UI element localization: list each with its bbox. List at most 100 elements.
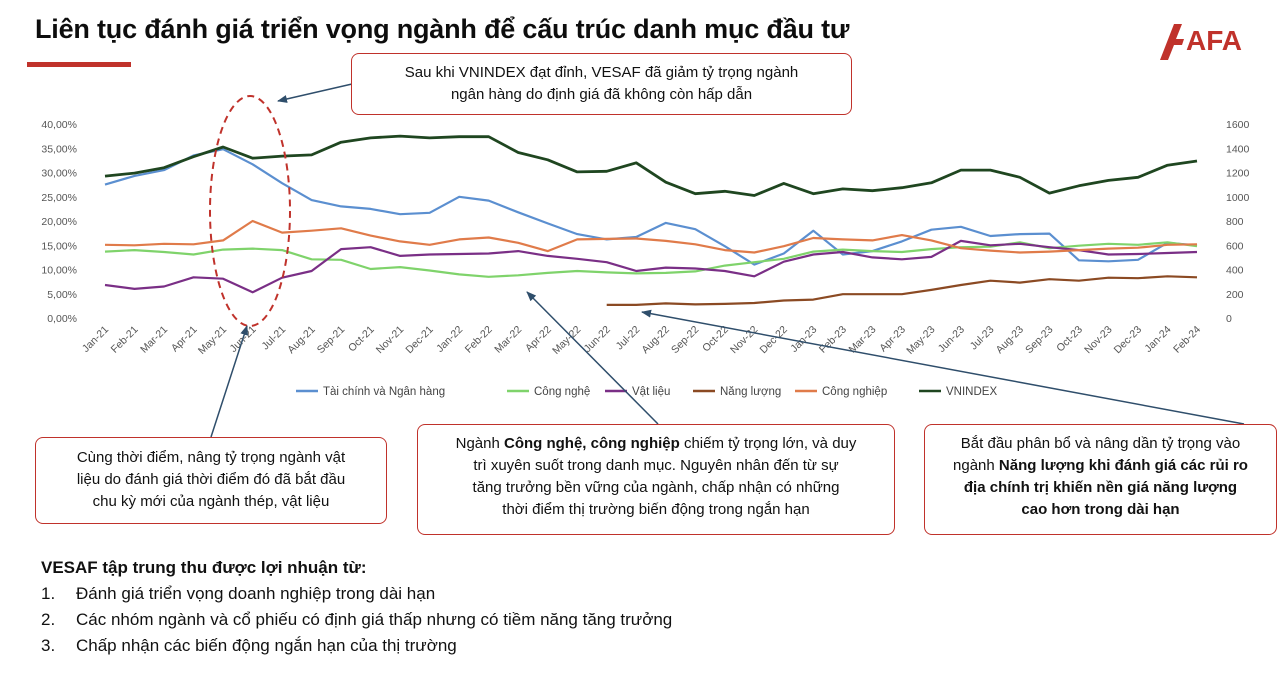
series-line [606, 275, 1198, 306]
y-left-tick-label: 25,00% [41, 192, 77, 204]
legend-label: Vật liệu [632, 386, 670, 398]
y-left-tick-label: 0,00% [47, 313, 77, 325]
arrow-left-callout [210, 325, 249, 438]
callout-line: Cùng thời điểm, nâng tỷ trọng ngành vật [76, 449, 346, 466]
callout-text: Ngành [455, 435, 504, 452]
callout-line: chu kỳ mới của ngành thép, vật liệu [92, 493, 330, 510]
legend-label: VNINDEX [946, 386, 997, 398]
x-tick-label: Apr-23 [877, 324, 908, 355]
callout-text: ngành [953, 457, 999, 474]
x-tick-label: Sep-22 [669, 324, 702, 357]
y-right-tick-label: 400 [1226, 265, 1244, 277]
callout-line: liệu do đánh giá thời điểm đó đã bắt đầu [76, 471, 346, 488]
x-tick-label: Jul-21 [259, 324, 288, 353]
callout-line: ngân hàng do định giá đã không còn hấp d… [450, 86, 753, 103]
legend-label: Công nghệ [534, 386, 590, 398]
callout-text: chiếm tỷ trọng lớn, và duy [679, 435, 857, 452]
y-right-tick-label: 600 [1226, 240, 1244, 252]
callout-line: cao hơn trong dài hạn [925, 499, 1276, 521]
x-tick-label: Feb-24 [1171, 324, 1203, 356]
x-tick-label: May-21 [196, 324, 229, 357]
x-tick-label: Dec-23 [1112, 324, 1145, 357]
y-left-tick-label: 15,00% [41, 240, 77, 252]
x-tick-label: Dec-21 [403, 324, 436, 357]
callout-tech-industrial: Ngành Công nghệ, công nghiệp chiếm tỷ tr… [417, 424, 895, 535]
callout-line: Bắt đầu phân bổ và nâng dần tỷ trọng vào [960, 435, 1241, 452]
summary-item: 3. Chấp nhận các biến động ngắn hạn của t… [41, 633, 672, 659]
x-tick-label: Jan-22 [434, 324, 465, 355]
x-tick-label: Jan-23 [788, 324, 819, 355]
x-tick-label: Jan-21 [80, 324, 111, 355]
callout-materials: Cùng thời điểm, nâng tỷ trọng ngành vật … [35, 437, 387, 524]
summary-item: 1. Đánh giá triển vọng doanh nghiệp trong… [41, 581, 672, 607]
x-tick-label: Apr-21 [169, 324, 200, 355]
y-right-tick-label: 1200 [1226, 168, 1250, 180]
summary-item-number: 1. [41, 584, 56, 603]
y-left-tick-label: 40,00% [41, 119, 77, 131]
arrow-mid-callout [526, 291, 659, 425]
summary: VESAF tập trung thu được lợi nhuận từ: 1… [41, 558, 672, 659]
y-left-tick-label: 30,00% [41, 168, 77, 180]
x-tick-label: Jul-23 [968, 324, 997, 353]
summary-item-number: 2. [41, 610, 56, 629]
x-tick-label: Apr-22 [523, 324, 554, 355]
logo-text: AFA [1186, 25, 1242, 56]
x-tick-label: Nov-21 [374, 324, 407, 357]
x-tick-label: Mar-22 [492, 324, 524, 356]
series-line [104, 134, 1198, 197]
x-tick-label: May-22 [550, 324, 583, 357]
y-right-tick-label: 1000 [1226, 192, 1250, 204]
y-right-tick-label: 200 [1226, 289, 1244, 301]
callout-line: tăng trưởng bền vững của ngành, chấp nhậ… [472, 479, 840, 496]
callout-line: Sau khi VNINDEX đạt đỉnh, VESAF đã giảm … [404, 64, 799, 81]
series-line [104, 239, 1198, 294]
legend-label: Năng lượng [720, 386, 781, 398]
x-tick-label: Feb-21 [109, 324, 141, 356]
summary-item-text: Chấp nhận các biến động ngắn hạn của thị… [76, 636, 457, 655]
callout-bold-text: cao hơn trong dài hạn [1021, 501, 1180, 518]
arrow-right-callout [641, 309, 1245, 425]
callout-line: trì xuyên suốt trong danh mục. Nguyên nh… [473, 457, 839, 474]
summary-item-text: Đánh giá triển vọng doanh nghiệp trong d… [76, 584, 436, 603]
x-tick-label: Jun-23 [936, 324, 967, 355]
callout-line: thời điểm thị trường biến động trong ngắ… [502, 501, 810, 518]
x-tick-label: May-23 [904, 324, 937, 357]
x-tick-label: Nov-23 [1082, 324, 1115, 357]
callout-line: địa chính trị khiến nền giá năng lượng [925, 477, 1276, 499]
callout-bold-text: Công nghệ, công nghiệp [503, 435, 680, 452]
y-left-tick-label: 35,00% [41, 143, 77, 155]
arrow-top-callout [277, 83, 353, 103]
y-right-tick-label: 0 [1226, 313, 1232, 325]
x-tick-label: Aug-21 [285, 324, 318, 357]
x-tick-label: Feb-22 [463, 324, 495, 356]
callout-line: Ngành Công nghệ, công nghiệp chiếm tỷ tr… [418, 433, 894, 455]
x-tick-label: Dec-22 [758, 324, 791, 357]
page-title: Liên tục đánh giá triển vọng ngành để cấ… [35, 14, 850, 44]
series-line [104, 148, 1198, 266]
x-tick-label: Sep-23 [1023, 324, 1056, 357]
legend-label: Công nghiệp [822, 386, 887, 398]
summary-item: 2. Các nhóm ngành và cổ phiếu có định giá… [41, 607, 672, 633]
y-right-tick-label: 800 [1226, 216, 1244, 228]
y-left-tick-label: 20,00% [41, 216, 77, 228]
x-tick-label: Aug-22 [639, 324, 672, 357]
callout-line: ngành Năng lượng khi đánh giá các rủi ro [925, 455, 1276, 477]
summary-item-text: Các nhóm ngành và cổ phiếu có định giá t… [76, 610, 673, 629]
logo: AFA [1160, 24, 1242, 60]
legend-label: Tài chính và Ngân hàng [323, 386, 445, 398]
x-tick-label: Oct-21 [346, 324, 377, 355]
callout-bank-reduction: Sau khi VNINDEX đạt đỉnh, VESAF đã giảm … [351, 53, 852, 115]
x-tick-label: Jul-22 [614, 324, 643, 353]
x-tick-label: Oct-23 [1054, 324, 1085, 355]
callout-bold-text: Năng lượng khi đánh giá các rủi ro [998, 457, 1248, 474]
series-line [104, 241, 1198, 278]
x-tick-label: Aug-23 [994, 324, 1027, 357]
summary-heading: VESAF tập trung thu được lợi nhuận từ: [41, 558, 367, 577]
summary-item-number: 3. [41, 636, 56, 655]
x-tick-label: Jan-24 [1142, 324, 1173, 355]
title-underline [27, 62, 131, 67]
x-tick-label: Feb-23 [817, 324, 849, 356]
y-right-tick-label: 1600 [1226, 119, 1250, 131]
x-tick-label: Sep-21 [315, 324, 348, 357]
